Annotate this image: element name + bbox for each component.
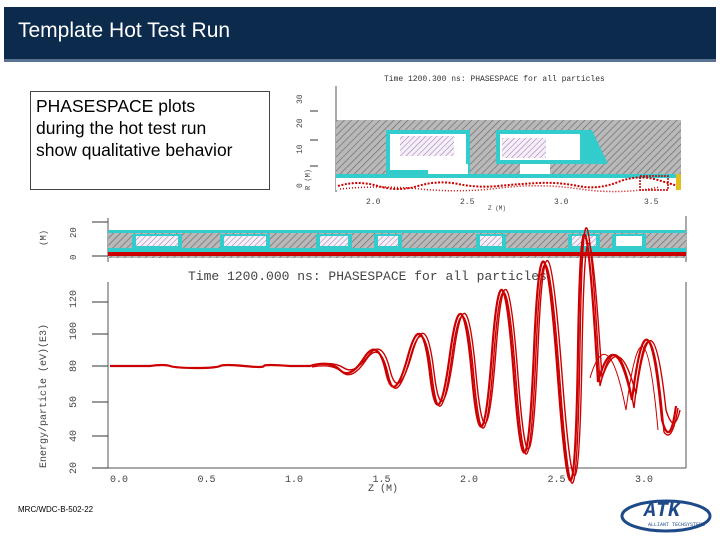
slide-footer: MRC/WDC-B-502-22: [18, 505, 94, 514]
main-plot-xtick: 1.5: [373, 475, 391, 486]
small-plot-ytick: 0: [296, 183, 305, 188]
main-plot-ytick: 40: [69, 430, 80, 442]
title-bar: Template Hot Test Run: [4, 7, 716, 62]
main-plot-title: Time 1200.000 ns: PHASESPACE for all par…: [188, 269, 547, 284]
main-plot-xtick: 2.0: [460, 475, 478, 486]
small-plot-title: Time 1200.300 ns: PHASESPACE for all par…: [384, 75, 605, 84]
main-plot-xtick: 3.0: [635, 475, 653, 486]
small-plot-xtick: 3.0: [554, 198, 569, 207]
small-plot-ytick: 30: [296, 94, 305, 104]
small-plot-ytick: 20: [296, 118, 305, 128]
small-plot-xlabel: Z (M): [488, 205, 506, 212]
main-plot-ytick: 50: [69, 396, 80, 408]
small-plot-xtick: 3.5: [644, 198, 659, 207]
textbox-line: PHASESPACE plots: [36, 96, 196, 116]
small-plot-ytick: 10: [296, 144, 305, 154]
main-plot-ytick: 120: [69, 290, 80, 308]
textbox-line: show qualitative behavior: [36, 140, 233, 160]
svg-text:ALLIANT TECHSYSTEMS: ALLIANT TECHSYSTEMS: [648, 522, 705, 528]
energy-traces: [110, 227, 681, 484]
main-plot-ytick: 20: [69, 462, 80, 474]
main-plot-xtick: 0.5: [198, 475, 216, 486]
description-textbox: PHASESPACE plots during the hot test run…: [30, 91, 270, 190]
geometry-ylabel: (M): [39, 230, 49, 246]
atk-logo: ATK ALLIANT TECHSYSTEMS: [620, 499, 712, 533]
main-plot-ylabel: Energy/particle (eV)(E3): [38, 324, 50, 468]
small-plot-particles: [337, 176, 679, 190]
geometry-ytick: 0: [69, 255, 79, 260]
main-plot-xlabel: Z (M): [368, 483, 398, 495]
geometry-strip: 20 0 (M): [39, 216, 687, 262]
main-plot-xtick: 0.0: [110, 475, 128, 486]
textbox-line: during the hot test run: [36, 118, 207, 138]
slide-title: Template Hot Test Run: [18, 19, 231, 42]
small-phasespace-plot: Time 1200.300 ns: PHASESPACE for all par…: [296, 75, 681, 212]
small-plot-xtick: 2.5: [460, 198, 475, 207]
small-plot-xtick: 2.0: [366, 198, 381, 207]
main-plot-ytick: 80: [69, 360, 80, 372]
small-plot-ylabel: R (M): [305, 169, 313, 190]
main-phasespace-plot: 20 0 (M) Time 1200.000 ns: PHASESPACE fo…: [38, 216, 687, 495]
main-plot-xtick: 2.5: [548, 475, 566, 486]
svg-text:ATK: ATK: [642, 500, 682, 523]
main-plot-xtick: 1.0: [285, 475, 303, 486]
main-plot-ytick: 100: [69, 322, 80, 340]
geometry-ytick: 20: [69, 227, 79, 238]
